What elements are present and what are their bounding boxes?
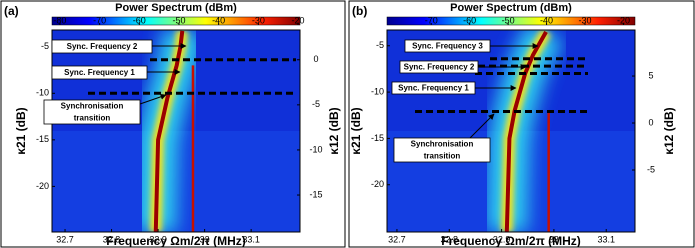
panel-frame: [0, 0, 346, 248]
annotation: transition: [424, 152, 461, 161]
annotation-arrow: [139, 93, 167, 105]
y-tick-label: -20: [36, 181, 49, 191]
annotation: Sync. Frequency 2: [404, 63, 475, 72]
colorbar-title: Power Spectrum (dBm): [115, 2, 237, 14]
y-tick-label: -15: [371, 133, 384, 143]
annotation: Sync. Frequency 1: [64, 68, 135, 77]
annotation-box: [391, 81, 476, 95]
colorbar-title: Power Spectrum (dBm): [450, 2, 572, 14]
x-axis-label: Frequency Ωm/2π (MHz): [106, 234, 246, 248]
colorbar-tick-label: -70: [93, 15, 106, 25]
colorbar-tick-label: -40: [212, 15, 225, 25]
colorbar-tick-label: -30: [579, 15, 592, 25]
y-axis-label: κ21 (dB): [14, 107, 28, 154]
annotation: Synchronisation: [411, 140, 474, 149]
x-axis-label: Frequency Ωm/2π (MHz): [441, 234, 581, 248]
y-axis-label: κ21 (dB): [349, 107, 363, 154]
plot-frame: [51, 29, 301, 233]
colorbar-tick-label: -70: [425, 15, 438, 25]
annotation-box: [43, 99, 141, 125]
y2-tick-label: -5: [647, 164, 655, 174]
colorbar-tick-label: -80: [53, 15, 66, 25]
x-tick-label: 33: [200, 234, 210, 244]
annotation: Sync. Frequency 3: [412, 42, 483, 51]
colorbar-tick-label: -60: [463, 15, 476, 25]
x-tick-label: 32.8: [440, 234, 458, 244]
colorbar-tick-label: -20: [617, 15, 630, 25]
colorbar-tick-label: -50: [172, 15, 185, 25]
annotation-box: [399, 60, 479, 74]
y-tick-label: -10: [36, 88, 49, 98]
annotation-box: [51, 65, 148, 80]
colorbar-tick-label: -20: [292, 15, 305, 25]
y2-tick-label: -5: [312, 99, 320, 109]
y-tick-label: -20: [371, 179, 384, 189]
y2-tick-label: -15: [309, 189, 322, 199]
y-tick-label: -10: [371, 86, 384, 96]
annotation-arrow: [469, 113, 495, 139]
panel-frame: [348, 0, 695, 248]
y2-axis-label: κ12 (dB): [327, 107, 341, 154]
y2-axis-label: κ12 (dB): [662, 107, 676, 154]
colorbar: [51, 16, 301, 26]
annotation: Sync. Frequency 1: [398, 84, 469, 93]
annotation: transition: [74, 114, 111, 123]
y2-tick-label: -10: [309, 144, 322, 154]
y2-tick-label: 0: [313, 54, 318, 64]
x-tick-label: 32.9: [149, 234, 167, 244]
y2-tick-label: 5: [648, 70, 653, 80]
heatmap: [387, 30, 635, 232]
colorbar: [386, 16, 636, 26]
annotation-box: [393, 137, 491, 163]
x-tick-label: 32.7: [56, 234, 74, 244]
y2-tick-label: 0: [648, 117, 653, 127]
panel-label: (b): [352, 4, 367, 18]
plot-frame: [386, 29, 636, 233]
x-tick-label: 33: [549, 234, 559, 244]
y-tick-label: -5: [376, 40, 384, 50]
y-tick-label: -15: [36, 134, 49, 144]
annotation-box: [404, 39, 491, 53]
panel-label: (a): [4, 4, 19, 18]
annotation-box: [51, 39, 153, 54]
colorbar-tick-label: -60: [133, 15, 146, 25]
x-tick-label: 32.8: [103, 234, 121, 244]
x-tick-label: 33.1: [242, 234, 260, 244]
annotation: Sync. Frequency 2: [67, 42, 138, 51]
annotation: Synchronisation: [61, 102, 124, 111]
x-tick-label: 32.9: [493, 234, 511, 244]
y-tick-label: -5: [41, 41, 49, 51]
x-tick-label: 32.7: [388, 234, 406, 244]
colorbar-tick-label: -30: [252, 15, 265, 25]
x-tick-label: 33.1: [597, 234, 615, 244]
colorbar-tick-label: -40: [540, 15, 553, 25]
colorbar-tick-label: -50: [502, 15, 515, 25]
ridge: [504, 30, 548, 232]
